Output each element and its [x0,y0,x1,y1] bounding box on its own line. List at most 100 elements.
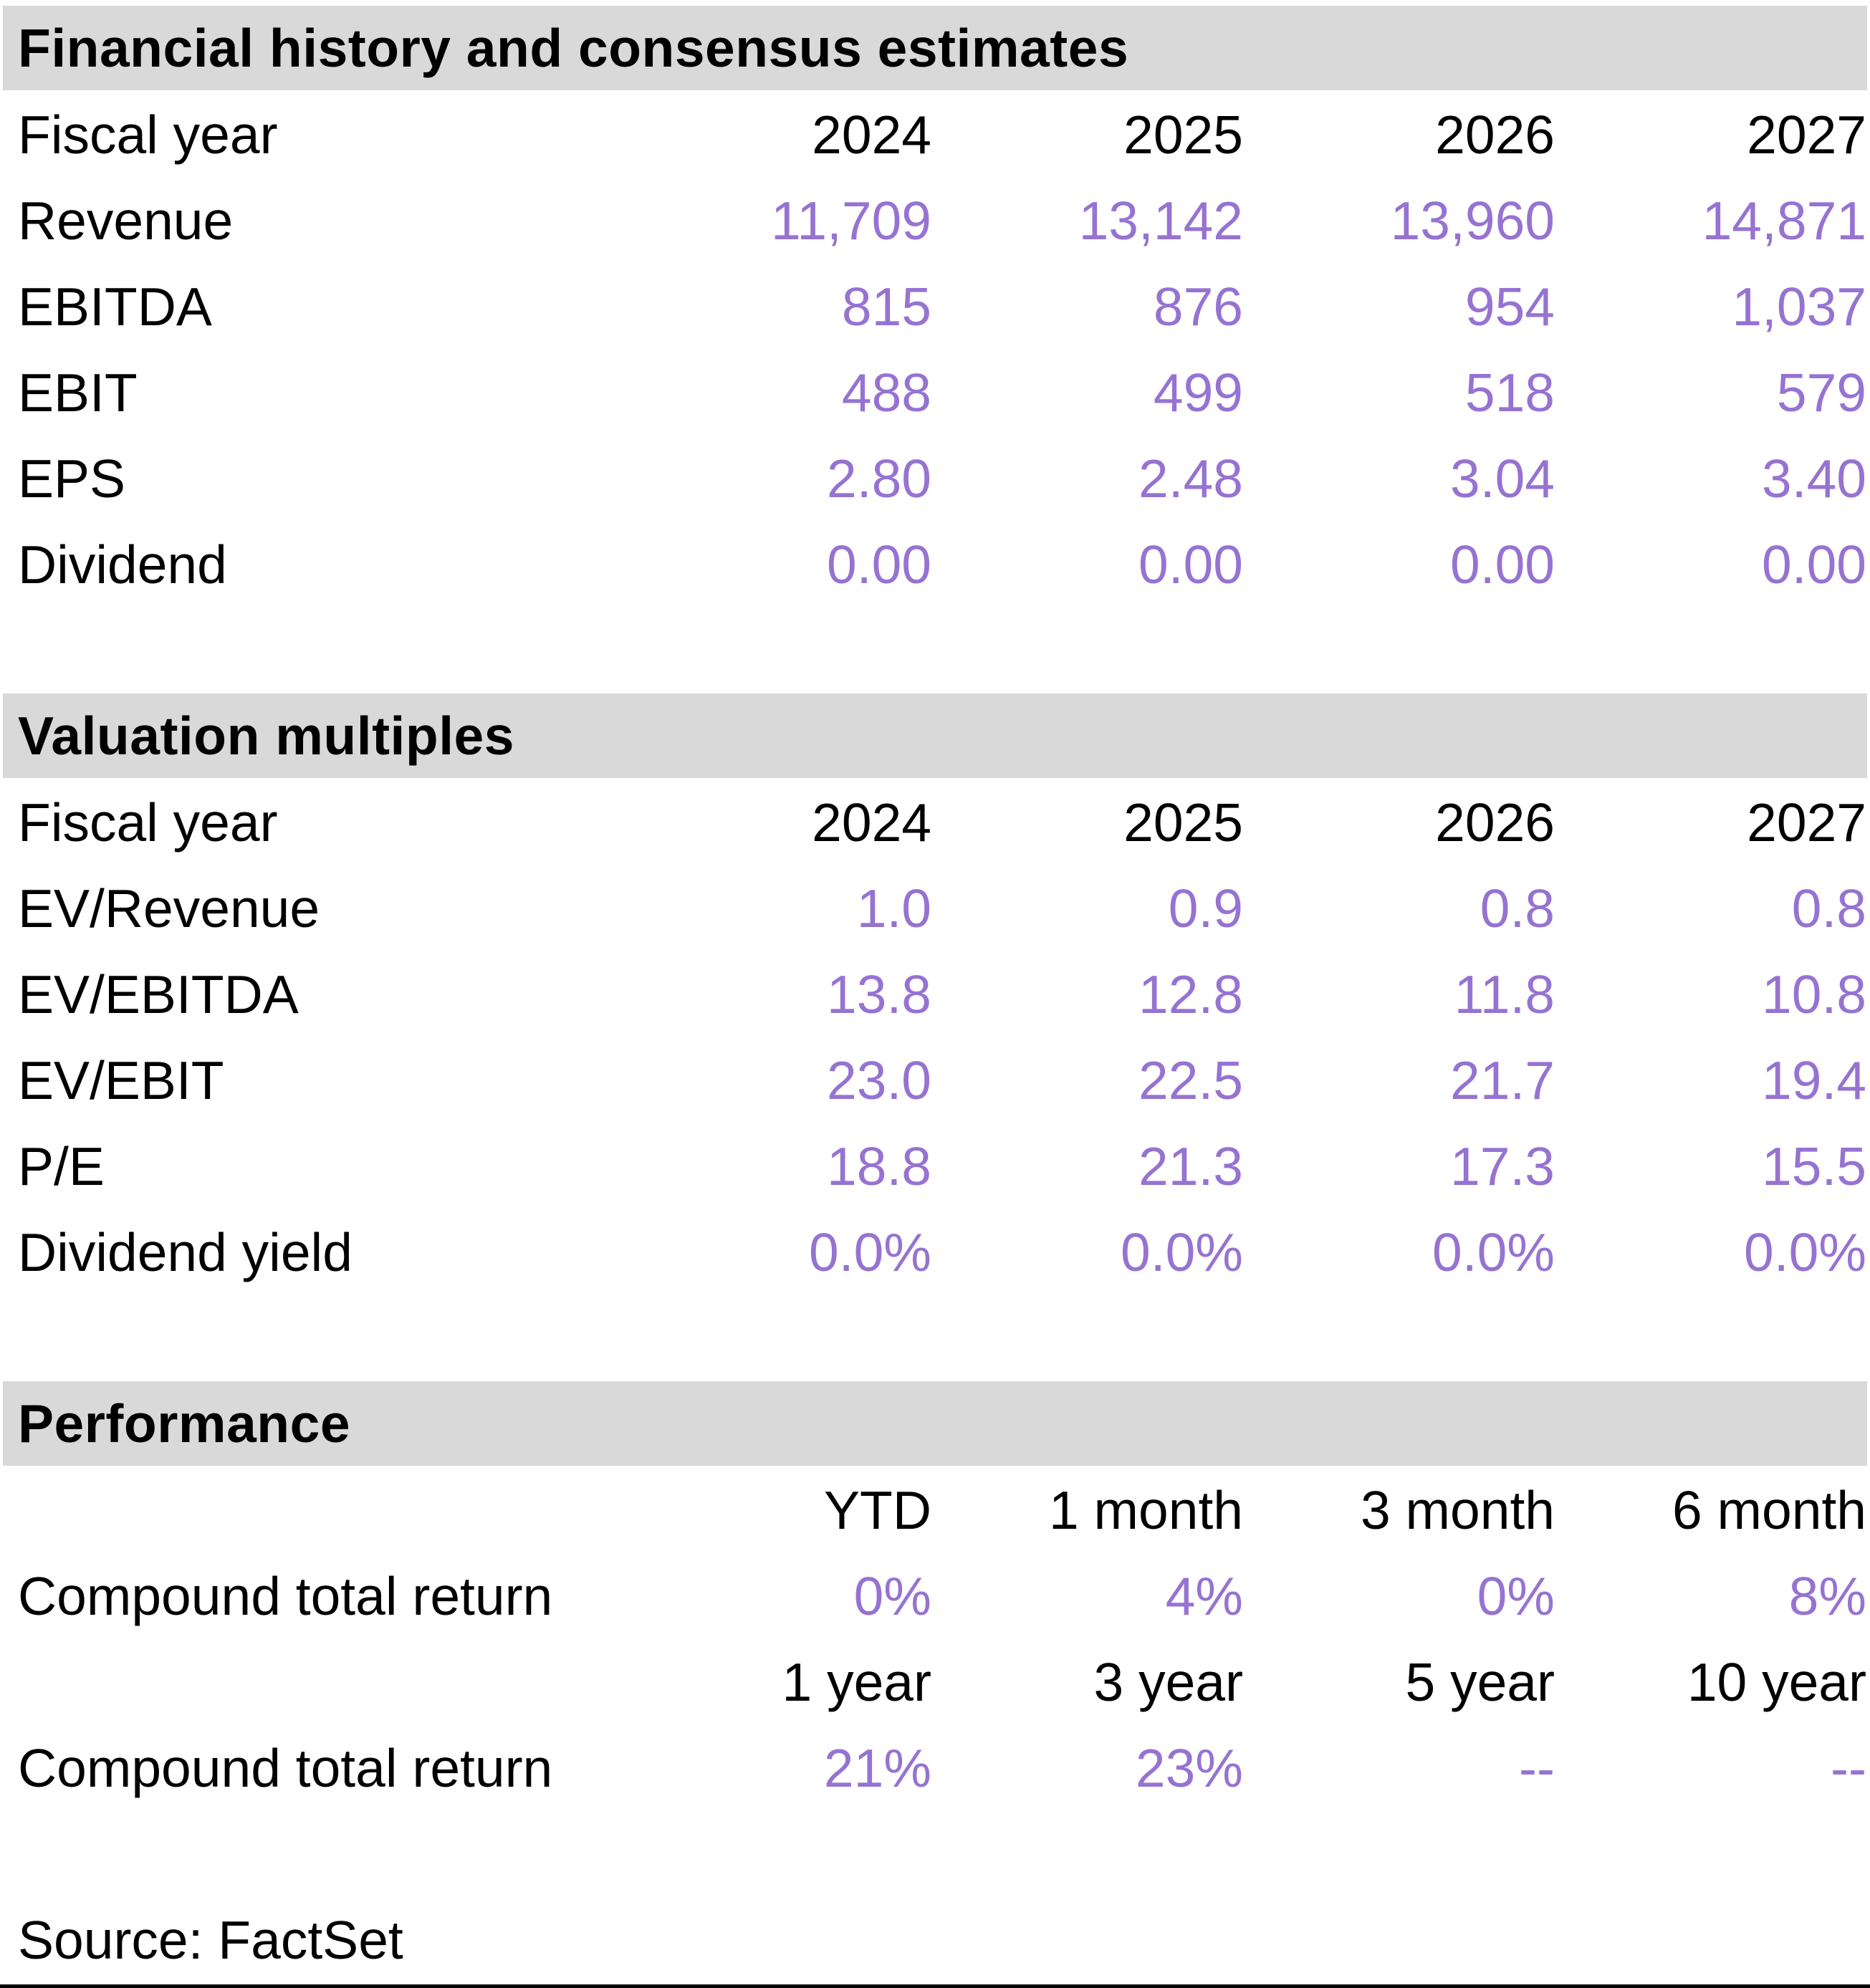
cell-value: 815 [841,277,931,337]
table-row-ebitda: EBITDA 815 876 954 1,037 [18,264,1866,350]
table-row-ebit: EBIT 488 499 518 579 [18,350,1866,436]
cell-value: 10.8 [1762,964,1866,1024]
cell-value: 0.00 [827,534,931,595]
table-row-period-headers-long: 1 year 3 year 5 year 10 year [18,1639,1866,1725]
return-value: 0% [1477,1566,1555,1626]
cell-value: 21.3 [1138,1136,1243,1196]
section-valuation-multiples: Valuation multiples Fiscal year 2024 202… [0,693,1870,1295]
return-value: 0% [853,1566,931,1626]
cell-value: 0.0% [1432,1222,1555,1282]
cell-value: 0.0% [809,1222,931,1282]
cell-value: 0.0% [1744,1222,1866,1282]
cell-value: 21.7 [1450,1050,1555,1110]
cell-value: 1,037 [1732,277,1866,337]
cell-value: 13,142 [1078,191,1243,251]
row-label: Dividend [18,534,227,595]
period-column-header: 5 year [1405,1652,1555,1712]
cell-value: 13.8 [827,964,931,1024]
table-row-dividend-yield: Dividend yield 0.0% 0.0% 0.0% 0.0% [18,1209,1866,1295]
section-header-valuation: Valuation multiples [3,693,1867,778]
table-row-pe: P/E 18.8 21.3 17.3 15.5 [18,1123,1866,1209]
cell-value: 518 [1464,362,1555,423]
cell-value: 11,709 [771,191,931,251]
cell-value: 0.00 [1138,534,1243,595]
row-label: EBIT [18,362,138,423]
cell-value: 3.40 [1762,448,1866,509]
return-row-label: Compound total return [18,1738,553,1798]
cell-value: 0.8 [1791,878,1866,938]
year-column-header: 2027 [1747,792,1866,853]
cell-value: 488 [841,362,931,423]
return-value: -- [1519,1738,1555,1798]
table-row-revenue: Revenue 11,709 13,142 13,960 14,871 [18,178,1866,264]
table-row-period-headers-short: YTD 1 month 3 month 6 month [18,1467,1866,1553]
cell-value: 954 [1464,277,1555,337]
cell-value: 22.5 [1138,1050,1243,1110]
table-row-return-long: Compound total return 21% 23% -- -- [18,1725,1866,1811]
valuation-table: Fiscal year 2024 2025 2026 2027 EV/Reven… [18,779,1866,1295]
period-column-header: 1 month [1049,1480,1243,1540]
period-column-header: 10 year [1687,1652,1866,1712]
period-column-header: 1 year [782,1652,931,1712]
year-column-header: 2026 [1435,105,1555,165]
cell-value: 11.8 [1454,964,1555,1024]
source-note: Source: FactSet [18,1910,403,1970]
section-performance: Performance YTD 1 month 3 month 6 month … [0,1381,1870,1811]
return-value: 8% [1788,1566,1866,1626]
empty-cell [18,1639,620,1725]
cell-value: 14,871 [1702,191,1866,251]
return-value: -- [1831,1738,1866,1798]
table-row-fiscal-year: Fiscal year 2024 2025 2026 2027 [18,779,1866,865]
cell-value: 12.8 [1138,964,1243,1024]
cell-value: 3.04 [1450,448,1555,509]
row-label: Revenue [18,191,234,251]
period-column-header: YTD [824,1480,931,1540]
cell-value: 19.4 [1762,1050,1866,1110]
section-title-financial: Financial history and consensus estimate… [18,18,1129,78]
cell-value: 0.00 [1450,534,1555,595]
cell-value: 0.00 [1762,534,1866,595]
row-label: EV/Revenue [18,878,320,938]
cell-value: 18.8 [827,1136,931,1196]
year-column-header: 2025 [1123,105,1243,165]
row-label: EV/EBIT [18,1050,224,1110]
section-header-financial: Financial history and consensus estimate… [3,6,1867,90]
cell-value: 0.8 [1480,878,1555,938]
cell-value: 2.48 [1138,448,1243,509]
table-row-fiscal-year: Fiscal year 2024 2025 2026 2027 [18,92,1866,178]
table-row-ev-ebitda: EV/EBITDA 13.8 12.8 11.8 10.8 [18,951,1866,1037]
return-row-label: Compound total return [18,1566,553,1626]
row-label: EV/EBITDA [18,964,299,1024]
return-value: 21% [823,1738,931,1798]
period-column-header: 6 month [1672,1480,1866,1540]
table-row-ev-revenue: EV/Revenue 1.0 0.9 0.8 0.8 [18,865,1866,951]
section-financial-history: Financial history and consensus estimate… [0,6,1870,608]
year-column-header: 2024 [812,792,931,853]
row-label: EPS [18,448,126,509]
row-label: Dividend yield [18,1222,353,1282]
period-column-header: 3 year [1093,1652,1243,1712]
fiscal-year-label: Fiscal year [18,792,278,853]
section-title-performance: Performance [18,1393,351,1454]
cell-value: 15.5 [1762,1136,1866,1196]
row-label: EBITDA [18,277,212,337]
table-row-eps: EPS 2.80 2.48 3.04 3.40 [18,436,1866,522]
year-column-header: 2025 [1123,792,1243,853]
return-value: 4% [1165,1566,1243,1626]
cell-value: 876 [1153,277,1243,337]
table-row-ev-ebit: EV/EBIT 23.0 22.5 21.7 19.4 [18,1037,1866,1123]
year-column-header: 2026 [1435,792,1555,853]
cell-value: 2.80 [827,448,931,509]
cell-value: 0.9 [1168,878,1243,938]
cell-value: 23.0 [827,1050,931,1110]
table-row-return-short: Compound total return 0% 4% 0% 8% [18,1553,1866,1639]
fiscal-year-label: Fiscal year [18,105,278,165]
cell-value: 17.3 [1450,1136,1555,1196]
bottom-divider [0,1984,1870,1988]
return-value: 23% [1135,1738,1243,1798]
period-column-header: 3 month [1361,1480,1555,1540]
cell-value: 1.0 [856,878,931,938]
performance-table: YTD 1 month 3 month 6 month Compound tot… [18,1467,1866,1811]
section-title-valuation: Valuation multiples [18,706,514,766]
